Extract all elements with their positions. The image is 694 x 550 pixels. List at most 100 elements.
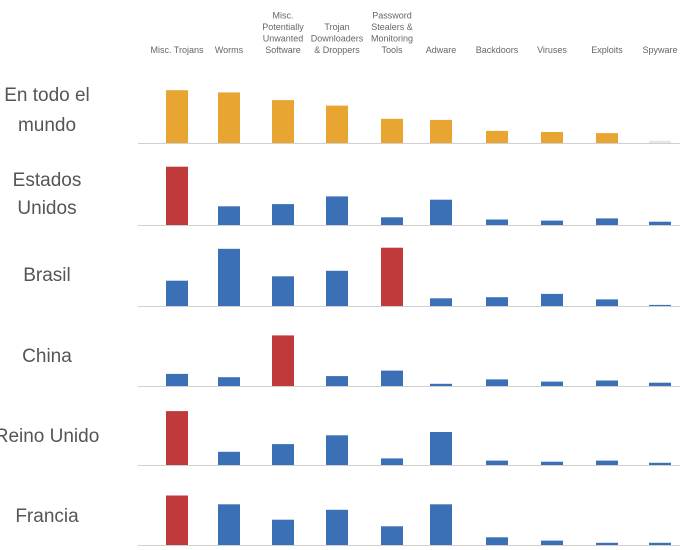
category-label-line: Viruses [537,45,567,55]
bar [272,335,294,386]
category-label: Viruses [537,45,567,55]
bar [430,504,452,545]
bar [326,270,348,306]
category-label: Password Stealers & Monitoring Tools [371,11,413,56]
bar [326,105,348,143]
bar [486,130,508,143]
bar [430,432,452,465]
bar [541,381,563,386]
bar [166,90,188,143]
row-label: China [22,346,72,367]
bar [596,218,618,225]
category-label: Exploits [591,45,623,55]
bar [649,140,671,143]
bar [430,119,452,143]
row-label-line: Estados [13,170,82,191]
row-label-line: Reino Unido [0,426,99,447]
category-label-line: Trojan [324,22,349,32]
row-label-line: China [22,346,72,367]
bar [272,519,294,545]
bar [381,526,403,545]
bar [381,458,403,465]
row-label-line: En todo el [4,85,90,106]
category-label-line: Downloaders [311,34,364,44]
bar [166,411,188,465]
bar [596,542,618,545]
bar [430,298,452,306]
category-label: Trojan Downloaders & Droppers [311,22,364,55]
category-label-line: Misc. [273,11,294,21]
row-label-line: Francia [15,506,79,527]
bar [541,461,563,465]
bar [218,504,240,545]
bar [486,297,508,306]
bar [541,293,563,306]
bar [596,460,618,465]
bar [326,509,348,545]
row-label: Brasil [23,265,71,286]
bar [541,132,563,143]
category-label: Misc. Trojans [150,45,204,55]
bar [272,204,294,225]
category-label-line: & Droppers [314,45,360,55]
bar [486,460,508,465]
bar [541,540,563,545]
category-label-line: Software [265,45,301,55]
bar [166,373,188,386]
bar [272,444,294,465]
category-label-line: Stealers & [371,22,413,32]
category-label-line: Exploits [591,45,623,55]
bar [381,217,403,225]
category-label-line: Adware [426,45,457,55]
category-label-line: Misc. Trojans [150,45,204,55]
row-label-line: mundo [18,115,76,136]
bar [541,220,563,225]
bar [218,248,240,306]
bar [486,379,508,386]
category-label-line: Spyware [642,45,677,55]
bar [218,92,240,143]
bar [166,280,188,306]
row-label: Francia [15,506,79,527]
category-label-line: Worms [215,45,244,55]
row-label: Estados Unidos [13,170,82,219]
category-label-line: Backdoors [476,45,519,55]
bar [326,435,348,465]
category-label-line: Monitoring [371,34,413,44]
bar [649,382,671,386]
bar [272,276,294,306]
bar [649,221,671,225]
category-label-line: Unwanted [263,34,304,44]
bar [486,219,508,225]
bar [326,196,348,225]
row-label-line: Unidos [17,198,76,219]
row-label-line: Brasil [23,265,71,286]
bar [218,451,240,465]
category-label-line: Password [372,11,412,21]
bar [596,299,618,306]
bar [381,247,403,306]
bar [596,380,618,386]
category-label: Backdoors [476,45,519,55]
bar [430,199,452,225]
row-label: En todo el mundo [4,85,90,136]
bar [218,377,240,386]
category-label-line: Potentially [262,22,304,32]
bar [272,100,294,143]
category-label: Misc. Potentially Unwanted Software [262,11,304,56]
bar [326,376,348,386]
bar [381,370,403,386]
bar [166,166,188,225]
bar [381,118,403,143]
bar [166,495,188,545]
bar [649,462,671,465]
bar [596,133,618,143]
category-label: Adware [426,45,457,55]
category-label: Spyware [642,45,677,55]
bar [430,383,452,386]
row-label: Reino Unido [0,426,99,447]
category-label-line: Tools [381,45,403,55]
bar [486,537,508,545]
bar [218,206,240,225]
